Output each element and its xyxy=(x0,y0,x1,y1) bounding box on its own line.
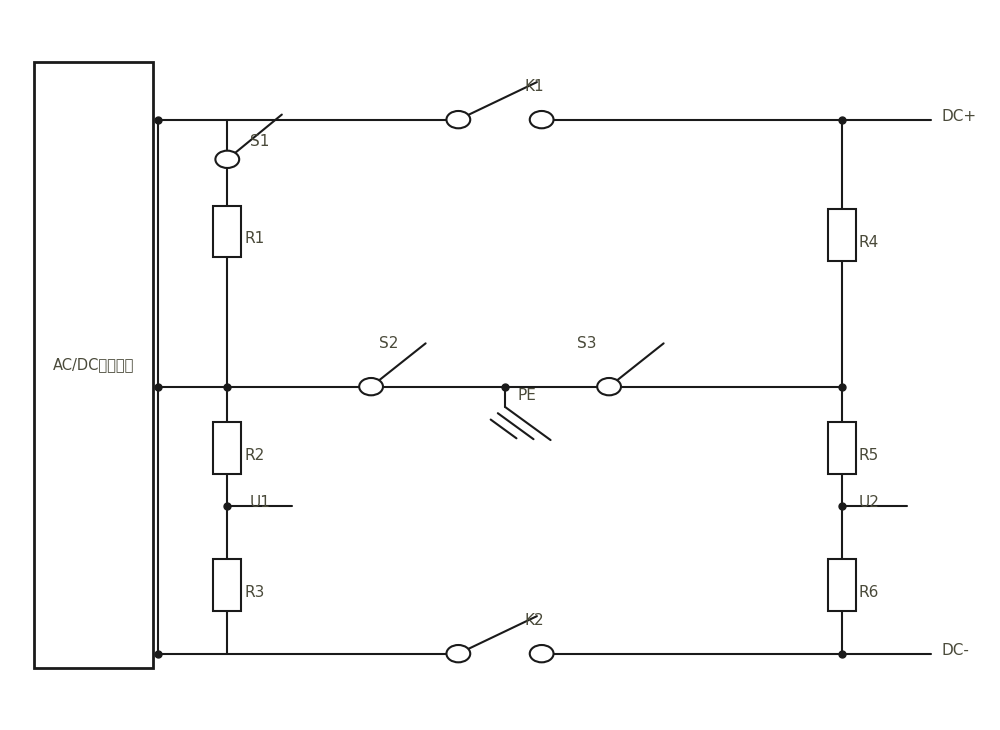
Text: K1: K1 xyxy=(525,80,544,94)
Circle shape xyxy=(446,645,470,662)
Text: U1: U1 xyxy=(250,495,271,510)
Text: U2: U2 xyxy=(859,495,880,510)
Text: DC+: DC+ xyxy=(941,109,976,123)
Text: S2: S2 xyxy=(379,336,398,350)
Circle shape xyxy=(530,645,554,662)
Text: R1: R1 xyxy=(244,231,264,246)
Bar xyxy=(213,206,241,258)
Text: DC-: DC- xyxy=(941,642,969,658)
Text: S3: S3 xyxy=(577,336,597,350)
Circle shape xyxy=(215,150,239,168)
Circle shape xyxy=(359,378,383,396)
Text: R4: R4 xyxy=(859,235,879,250)
Bar xyxy=(213,422,241,474)
Text: S1: S1 xyxy=(250,134,269,148)
Text: R5: R5 xyxy=(859,447,879,463)
Bar xyxy=(213,559,241,611)
Bar xyxy=(34,62,153,668)
Bar xyxy=(828,422,856,474)
Bar xyxy=(828,559,856,611)
Text: R6: R6 xyxy=(859,585,879,600)
Circle shape xyxy=(597,378,621,396)
Text: R2: R2 xyxy=(244,447,264,463)
Text: PE: PE xyxy=(518,388,537,403)
Circle shape xyxy=(446,111,470,128)
Text: R3: R3 xyxy=(244,585,265,600)
Text: AC/DC电源模块: AC/DC电源模块 xyxy=(53,358,134,372)
Text: K2: K2 xyxy=(525,613,544,629)
Bar xyxy=(828,209,856,261)
Circle shape xyxy=(530,111,554,128)
